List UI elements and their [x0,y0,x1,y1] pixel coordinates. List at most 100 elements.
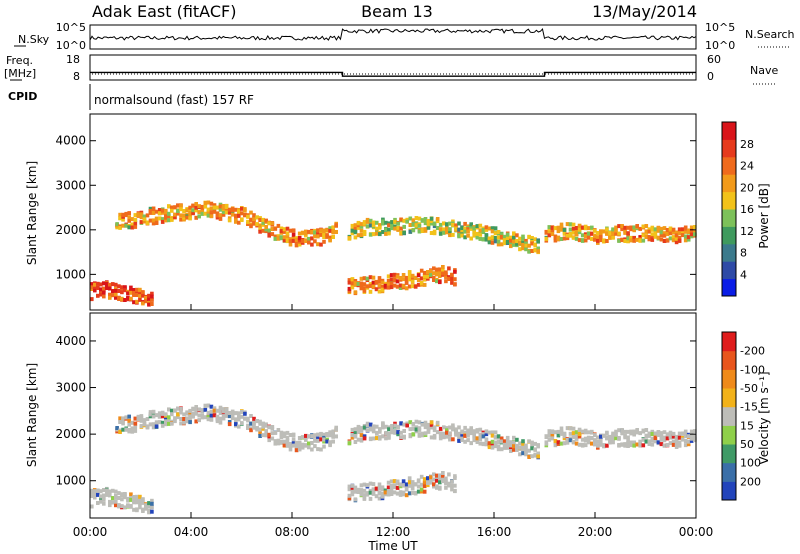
velocity-cell [683,443,688,448]
power-cell [167,204,171,209]
velocity-cell [300,443,305,448]
power-cell [429,221,434,226]
velocity-cell [334,427,338,432]
velocity-cell [325,432,329,437]
power-cell [96,286,100,290]
power-cell [132,293,136,297]
velocity-cell [307,445,311,450]
velocity-cell [279,439,284,444]
velocity-cell [438,431,443,436]
velocity-cell [623,433,627,438]
power-cell [105,283,109,287]
power-cell [419,276,424,281]
velocity-cell [179,421,183,426]
power-cell [571,235,576,240]
velocity-cell [285,435,290,440]
power-cell [114,292,118,297]
power-cell [493,231,498,236]
velocity-cell [435,420,440,425]
power-cell [371,223,376,227]
power-cell [677,227,682,232]
power-cell [451,232,455,237]
power-cell [200,205,205,210]
power-cell [544,236,549,241]
velocity-cell [444,476,448,481]
power-cell [270,232,275,237]
power-cell [212,205,217,210]
velocity-cell [686,442,691,447]
power-cell [401,273,406,277]
power-cell [460,233,464,238]
velocity-cell [114,489,118,494]
velocity-colorbar-swatch [722,444,736,464]
velocity-data [90,403,697,515]
velocity-cell [583,438,588,443]
power-cell [644,235,649,239]
power-cell [203,201,208,205]
power-cell [359,233,364,237]
velocity-cell [544,435,549,439]
velocity-cell [243,416,247,421]
power-cell [568,227,573,232]
power-cell [668,230,673,235]
velocity-cell [509,446,513,450]
freq-panel-frame [89,54,697,81]
velocity-cell [484,429,489,434]
velocity-cell [614,429,618,434]
velocity-cell [126,498,130,503]
power-cell [179,217,183,222]
power-cell [319,232,323,237]
velocity-cell [350,492,355,497]
power-cell [671,227,676,232]
power-cell [478,228,483,233]
velocity-cell [221,409,226,414]
velocity-cell [291,437,296,442]
nave-label: Nave [750,64,778,77]
velocity-cell [562,436,567,441]
velocity-cell [559,429,564,434]
power-cell [662,226,667,231]
velocity-cell [544,441,549,446]
power-cell [547,225,552,230]
velocity-cell [322,444,326,449]
power-cell [316,242,320,247]
power-cell [221,212,226,217]
velocity-cell [530,440,534,445]
velocity-cell [590,436,594,441]
power-cell [693,232,697,237]
power-cell [659,230,664,235]
power-cell [580,238,585,243]
velocity-cell [647,433,652,438]
power-cell [490,226,495,231]
velocity-cell [438,433,443,438]
power-cell [583,238,588,243]
power-cell [179,207,183,212]
velocity-cell [90,492,94,497]
power-cell [472,226,476,231]
power-cell [450,276,454,281]
velocity-cell [426,423,431,428]
power-cell [422,277,427,282]
velocity-cell [693,429,697,434]
velocity-cell [285,430,290,435]
power-cell [536,246,540,251]
velocity-cell [120,492,124,497]
velocity-cell [608,440,612,445]
velocity-cell [246,423,250,428]
power-cell [123,288,127,293]
velocity-cell [408,427,413,432]
velocity-cell [656,433,661,437]
power-cell [130,222,135,227]
velocity-cell [126,503,130,508]
power-cell [605,239,609,243]
velocity-cell [590,441,594,446]
power-cell [353,290,358,295]
power-cell [267,228,271,233]
power-cell [197,204,201,209]
velocity-cell [124,427,128,432]
velocity-cell [359,437,364,442]
velocity-cell [571,440,576,445]
velocity-cell [399,435,403,440]
velocity-cell [145,417,150,421]
